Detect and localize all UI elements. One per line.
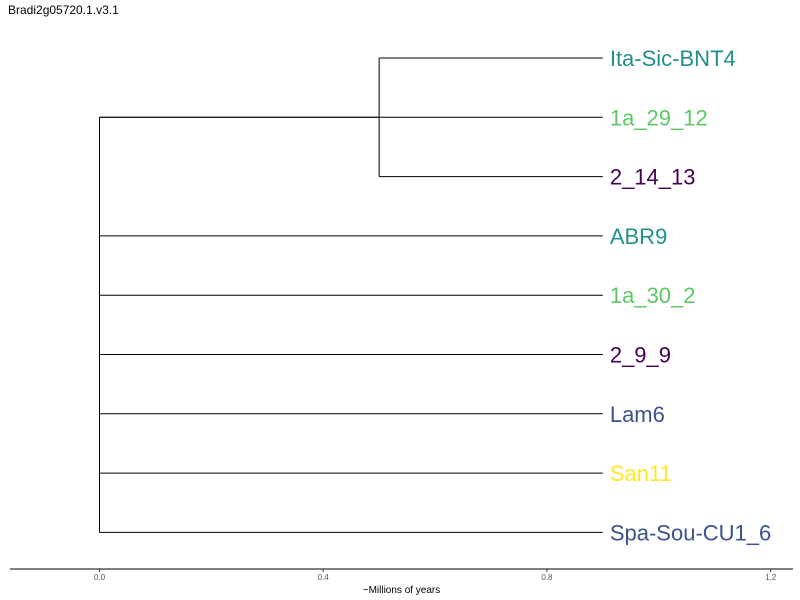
page-title: Bradi2g05720.1.v3.1 xyxy=(8,3,119,17)
leaf-label: 1a_29_12 xyxy=(610,105,708,130)
x-tick-label: 0.0 xyxy=(94,573,106,582)
x-tick-label: 0.8 xyxy=(541,573,553,582)
leaf-label: Lam6 xyxy=(610,402,665,427)
leaf-labels: Ita-Sic-BNT4 1a_29_12 2_14_13 ABR9 1a_30_2 2_… xyxy=(610,46,771,545)
leaf-label: 1a_30_2 xyxy=(610,283,696,308)
x-tick-label: 1.2 xyxy=(765,573,777,582)
x-axis-ticks: 0.0 0.4 0.8 1.2 xyxy=(94,569,777,582)
leaf-label: San11 xyxy=(610,461,672,486)
branch-lines xyxy=(98,57,603,533)
leaf-label: ABR9 xyxy=(610,224,667,249)
leaf-label: 2_9_9 xyxy=(610,343,671,368)
x-tick-label: 0.4 xyxy=(318,573,330,582)
leaf-label: Ita-Sic-BNT4 xyxy=(610,46,736,71)
leaf-label: Spa-Sou-CU1_6 xyxy=(610,520,771,545)
x-axis-label: ~Millions of years xyxy=(363,585,441,596)
x-axis: 0.0 0.4 0.8 1.2 ~Millions of years xyxy=(10,568,793,596)
leaf-label: 2_14_13 xyxy=(610,165,696,190)
